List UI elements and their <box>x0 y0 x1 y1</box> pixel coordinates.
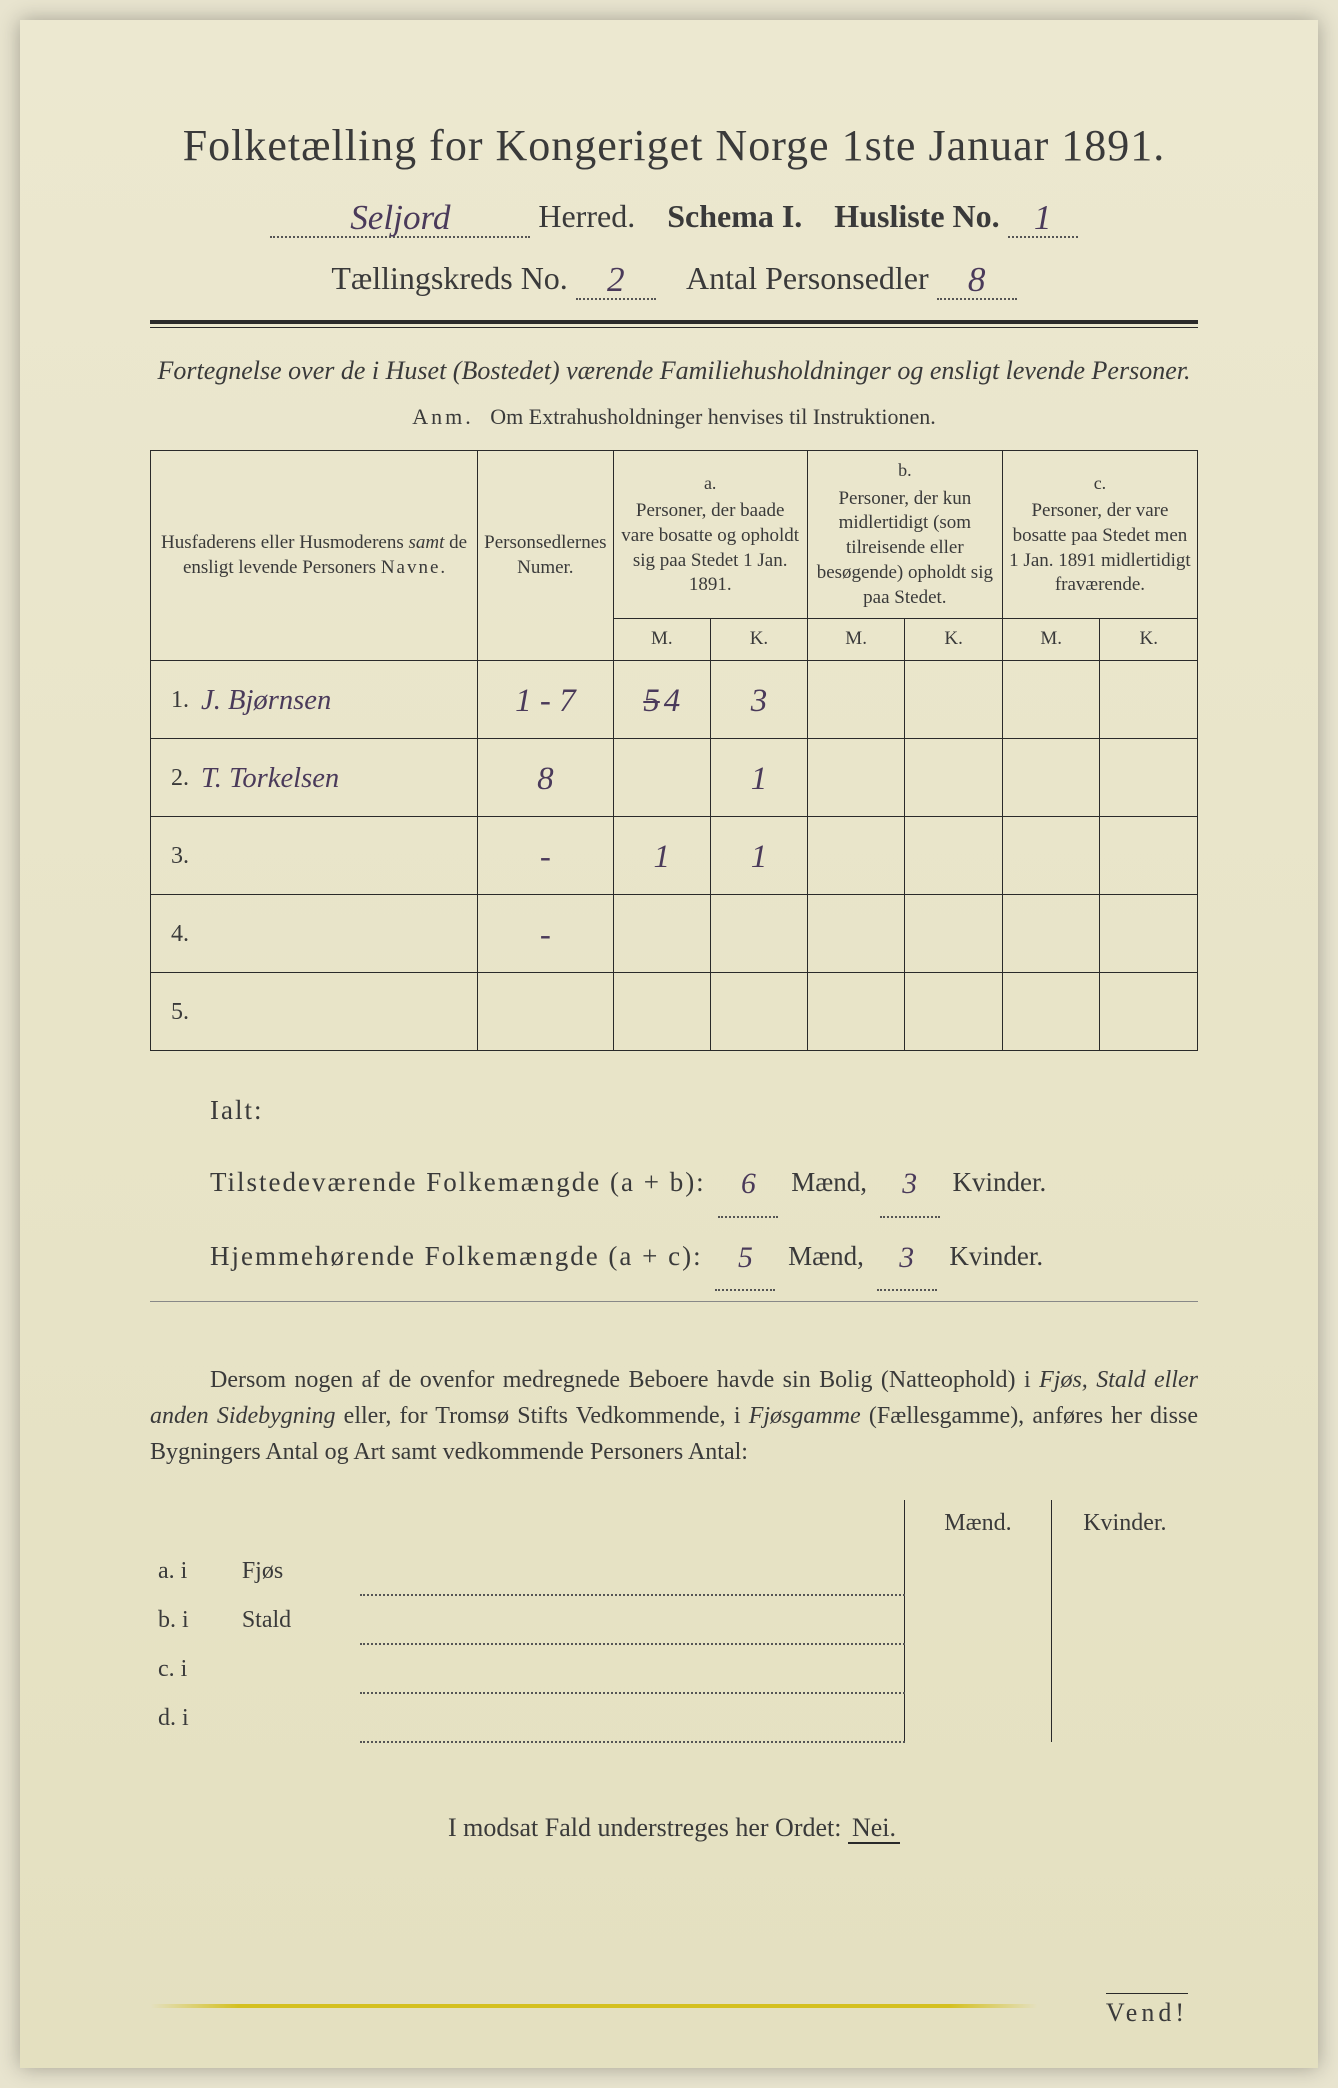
th-b-m: M. <box>807 619 905 661</box>
totals-block: Ialt: Tilstedeværende Folkemængde (a + b… <box>210 1081 1198 1291</box>
table-row: 1.J. Bjørnsen1 - 7543 <box>151 660 1198 738</box>
total-ab-k: 3 <box>902 1168 917 1200</box>
page-title: Folketælling for Kongeriget Norge 1ste J… <box>150 120 1198 171</box>
divider <box>150 1301 1198 1302</box>
building-table: Mænd. Kvinder. a. i Fjøs b. i Stald c. i… <box>150 1500 1198 1743</box>
table-row: b. i Stald <box>150 1595 1198 1644</box>
total-ac-k: 3 <box>899 1242 914 1274</box>
th-b-k: K. <box>905 619 1002 661</box>
header-line-2: Seljord Herred. Schema I. Husliste No. 1 <box>150 196 1198 238</box>
table-row: 3.-11 <box>151 816 1198 894</box>
divider <box>150 320 1198 328</box>
th-a-m: M. <box>613 619 711 661</box>
header-line-3: Tællingskreds No. 2 Antal Personsedler 8 <box>150 258 1198 300</box>
table-row: 5. <box>151 972 1198 1050</box>
antal-value: 8 <box>968 260 986 299</box>
th-group-b: b. Personer, der kun midlertidigt (som t… <box>807 451 1002 619</box>
anm-label: Anm. <box>412 404 474 429</box>
total-ac-m: 5 <box>738 1242 753 1274</box>
th-a-k: K. <box>711 619 808 661</box>
antal-label: Antal Personsedler <box>686 260 929 296</box>
census-table: Husfaderens eller Husmoderens samt de en… <box>150 450 1198 1051</box>
kreds-value: 2 <box>607 260 625 299</box>
annotation-line: Anm. Om Extrahusholdninger henvises til … <box>150 404 1198 430</box>
total-ab-m: 6 <box>741 1168 756 1200</box>
th-number: Personsedlernes Numer. <box>478 451 613 661</box>
anm-text: Om Extrahusholdninger henvises til Instr… <box>490 404 935 429</box>
th-c-k: K. <box>1100 619 1198 661</box>
ialt-label: Ialt: <box>210 1081 1198 1140</box>
husliste-label: Husliste No. <box>834 198 999 234</box>
th-c-m: M. <box>1002 619 1100 661</box>
herred-label: Herred. <box>538 198 635 234</box>
th-group-a: a. Personer, der baade vare bosatte og o… <box>613 451 807 619</box>
kreds-label: Tællingskreds No. <box>331 260 567 296</box>
herred-value: Seljord <box>350 198 450 237</box>
census-form-page: Folketælling for Kongeriget Norge 1ste J… <box>20 20 1318 2068</box>
building-paragraph: Dersom nogen af de ovenfor medregnede Be… <box>150 1362 1198 1470</box>
table-row: c. i <box>150 1644 1198 1693</box>
th-name: Husfaderens eller Husmoderens samt de en… <box>151 451 478 661</box>
th-group-c: c. Personer, der vare bosatte paa Stedet… <box>1002 451 1197 619</box>
nei-word: Nei. <box>848 1813 900 1844</box>
table-row: a. i Fjøs <box>150 1547 1198 1595</box>
table-row: d. i <box>150 1693 1198 1742</box>
totals-line-1: Tilstedeværende Folkemængde (a + b): 6 M… <box>210 1150 1198 1217</box>
yellow-mark <box>150 2004 1038 2008</box>
nei-line: I modsat Fald understreges her Ordet: Ne… <box>150 1813 1198 1843</box>
turn-over-label: Vend! <box>1106 1993 1188 2028</box>
form-subtitle: Fortegnelse over de i Huset (Bostedet) v… <box>150 353 1198 389</box>
schema-label: Schema I. <box>667 198 802 234</box>
table-row: 2.T. Torkelsen81 <box>151 738 1198 816</box>
bt-head-m: Mænd. <box>905 1500 1052 1547</box>
table-row: 4.- <box>151 894 1198 972</box>
totals-line-2: Hjemmehørende Folkemængde (a + c): 5 Mæn… <box>210 1224 1198 1291</box>
husliste-value: 1 <box>1034 198 1052 237</box>
bt-head-k: Kvinder. <box>1051 1500 1198 1547</box>
